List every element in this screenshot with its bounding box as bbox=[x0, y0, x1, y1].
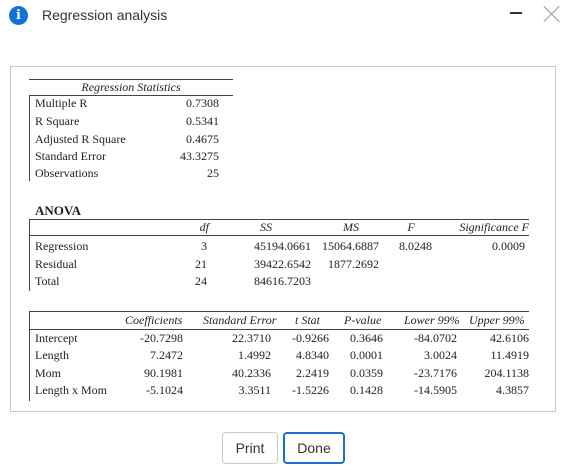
coef-label-0: Intercept bbox=[35, 331, 78, 345]
coef-pval-1: 0.0001 bbox=[350, 348, 383, 362]
regstats-label-2: Adjusted R Square bbox=[35, 132, 126, 146]
anova-ms-0: 15064.6887 bbox=[322, 239, 379, 253]
anova-ss-0: 45194.0661 bbox=[254, 239, 311, 253]
coef-upper-0: 42.6106 bbox=[490, 331, 529, 345]
title-bar: i Regression analysis bbox=[0, 0, 570, 32]
close-icon[interactable] bbox=[541, 2, 563, 24]
coef-header-coef: Coefficients bbox=[125, 313, 183, 327]
anova-ss-2: 84616.7203 bbox=[254, 274, 311, 288]
anova-header-ms: MS bbox=[343, 220, 359, 234]
coef-lower-1: 3.0024 bbox=[424, 348, 457, 362]
coef-label-3: Length x Mom bbox=[35, 383, 107, 397]
coef-pval-3: 0.1428 bbox=[350, 383, 383, 397]
regstats-label-3: Standard Error bbox=[35, 149, 106, 163]
anova-label-0: Regression bbox=[35, 239, 89, 253]
coef-pval-2: 0.0359 bbox=[350, 366, 383, 380]
coef-upper-1: 11.4919 bbox=[490, 348, 529, 362]
regstats-value-3: 43.3275 bbox=[180, 149, 219, 163]
coef-se-3: 3.3511 bbox=[238, 383, 271, 397]
anova-ms-1: 1877.2692 bbox=[328, 257, 379, 271]
anova-f-0: 8.0248 bbox=[399, 239, 432, 253]
coef-pval-0: 0.3646 bbox=[350, 331, 383, 345]
window-title: Regression analysis bbox=[42, 7, 168, 23]
coef-se-1: 1.4992 bbox=[238, 348, 271, 362]
coef-coef-0: -20.7298 bbox=[140, 331, 183, 345]
coef-header-rule bbox=[29, 329, 529, 330]
anova-header-ss: SS bbox=[260, 220, 272, 234]
coef-tstat-1: 4.8340 bbox=[296, 348, 329, 362]
coef-lower-0: -84.0702 bbox=[414, 331, 457, 345]
coef-lower-2: -23.7176 bbox=[414, 366, 457, 380]
anova-sigf-0: 0.0009 bbox=[492, 239, 525, 253]
regstats-value-1: 0.5341 bbox=[186, 114, 219, 128]
coef-tstat-2: 2.2419 bbox=[296, 366, 329, 380]
anova-top-rule bbox=[29, 219, 529, 220]
coef-upper-3: 4.3857 bbox=[496, 383, 529, 397]
done-button[interactable]: Done bbox=[283, 432, 345, 464]
anova-left-rule bbox=[29, 219, 30, 291]
minimize-icon[interactable] bbox=[510, 12, 522, 14]
anova-header-f: F bbox=[407, 220, 415, 234]
anova-title: ANOVA bbox=[35, 203, 81, 218]
coef-header-se: Standard Error bbox=[203, 313, 277, 327]
anova-label-2: Total bbox=[35, 274, 60, 288]
coef-upper-2: 204.1138 bbox=[484, 366, 529, 380]
regstats-header-rule bbox=[29, 95, 233, 96]
print-button[interactable]: Print bbox=[222, 432, 278, 464]
regstats-label-1: R Square bbox=[35, 114, 80, 128]
coef-coef-2: 90.1981 bbox=[144, 366, 183, 380]
regression-output-panel: Regression Statistics Multiple R 0.7308 … bbox=[10, 66, 556, 412]
coef-coef-3: -5.1024 bbox=[146, 383, 183, 397]
regstats-label-4: Observations bbox=[35, 166, 99, 180]
coef-header-upper: Upper 99% bbox=[469, 313, 525, 327]
anova-header-rule bbox=[29, 235, 529, 236]
regstats-value-0: 0.7308 bbox=[186, 96, 219, 110]
anova-header-df: df bbox=[199, 220, 209, 234]
coef-top-rule bbox=[29, 311, 529, 312]
coef-left-rule bbox=[29, 311, 30, 401]
regstats-value-4: 25 bbox=[207, 166, 219, 180]
anova-header-sigf: Significance F bbox=[459, 220, 529, 234]
regstats-title: Regression Statistics bbox=[81, 80, 181, 94]
regstats-value-2: 0.4675 bbox=[186, 132, 219, 146]
coef-tstat-3: -1.5226 bbox=[292, 383, 329, 397]
coef-header-tstat: t Stat bbox=[295, 313, 321, 327]
coef-se-0: 22.3710 bbox=[232, 331, 271, 345]
coef-se-2: 40.2336 bbox=[232, 366, 271, 380]
coef-lower-3: -14.5905 bbox=[414, 383, 457, 397]
anova-df-0: 3 bbox=[201, 239, 207, 253]
regstats-left-rule bbox=[29, 95, 30, 181]
regstats-top-rule bbox=[29, 79, 233, 80]
anova-df-1: 21 bbox=[195, 257, 207, 271]
anova-label-1: Residual bbox=[35, 257, 77, 271]
coef-header-pval: P-value bbox=[344, 313, 382, 327]
anova-df-2: 24 bbox=[195, 274, 207, 288]
anova-ss-1: 39422.6542 bbox=[254, 257, 311, 271]
coef-tstat-0: -0.9266 bbox=[292, 331, 329, 345]
coef-label-2: Mom bbox=[35, 366, 62, 380]
coef-label-1: Length bbox=[35, 348, 69, 362]
info-icon: i bbox=[9, 6, 28, 25]
coef-coef-1: 7.2472 bbox=[150, 348, 183, 362]
regstats-label-0: Multiple R bbox=[35, 96, 88, 110]
coef-header-lower: Lower 99% bbox=[404, 313, 460, 327]
